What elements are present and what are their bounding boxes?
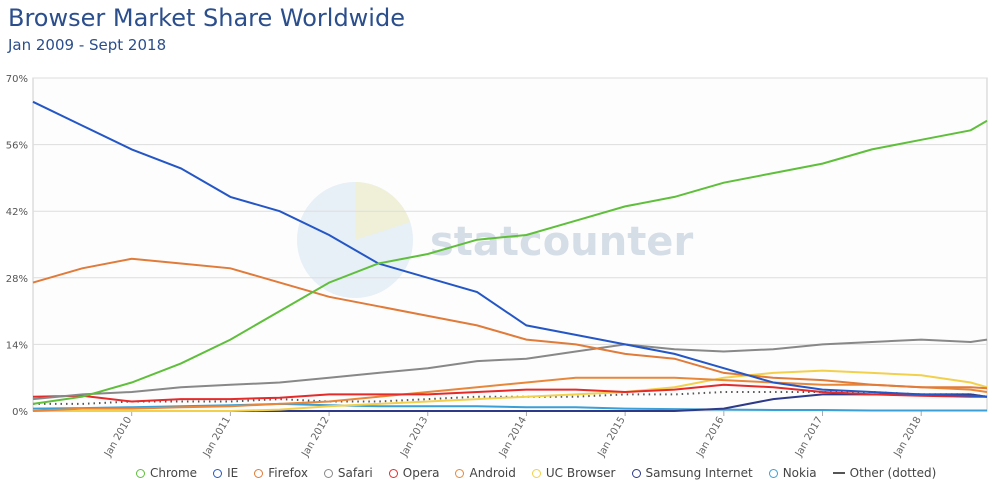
series-line-ie (32, 100, 988, 398)
legend-label: Opera (402, 466, 440, 480)
chart-title: Browser Market Share Worldwide (8, 4, 405, 32)
legend-label: UC Browser (545, 466, 616, 480)
legend-marker-icon (768, 468, 778, 478)
chart-subtitle: Jan 2009 - Sept 2018 (8, 36, 167, 54)
series-line-opera (32, 383, 987, 403)
legend-label: Android (469, 466, 516, 480)
legend-item[interactable]: IE (213, 466, 238, 480)
legend-item[interactable]: Android (455, 466, 516, 480)
y-tick-label: 0% (12, 407, 28, 418)
legend-marker-icon (136, 468, 145, 478)
legend-marker-icon (455, 468, 465, 478)
y-tick-label: 56% (6, 141, 28, 152)
x-tick-label: Jan 2014 (497, 415, 529, 460)
legend-label: Nokia (782, 466, 817, 480)
x-tick-label: Jan 2013 (398, 415, 430, 460)
x-tick-label: Jan 2012 (300, 415, 332, 460)
legend-label: Safari (337, 466, 373, 480)
legend-item[interactable]: Nokia (768, 466, 817, 480)
legend-item[interactable]: Other (dotted) (832, 466, 937, 480)
legend-label: Samsung Internet (645, 466, 753, 480)
y-tick-label: 42% (6, 207, 28, 218)
legend-label: Firefox (268, 466, 308, 480)
legend-item[interactable]: UC Browser (531, 466, 616, 480)
plot-area (32, 77, 988, 412)
legend-item[interactable]: Firefox (254, 466, 308, 480)
y-tick-label: 14% (6, 340, 28, 351)
x-tick-label: Jan 2018 (892, 415, 924, 460)
series-line-safari (32, 338, 988, 401)
legend-item[interactable]: Opera (388, 466, 440, 480)
series-line-android (32, 376, 988, 412)
legend-label: IE (227, 466, 239, 480)
series-line-chrome (32, 119, 988, 405)
x-tick-label: Jan 2015 (596, 415, 628, 460)
legend-marker-icon (531, 468, 541, 478)
x-tick-label: Jan 2011 (201, 415, 233, 460)
series-line-firefox (32, 257, 988, 390)
watermark-text: statcounter (430, 219, 693, 265)
legend-item[interactable]: Chrome (136, 466, 197, 480)
legend-marker-icon (213, 468, 223, 478)
x-tick-label: Jan 2016 (694, 415, 726, 460)
legend-marker-icon (323, 468, 333, 478)
series-line-uc-browser (33, 369, 988, 412)
x-tick-label: Jan 2010 (102, 415, 134, 460)
legend-marker-icon (631, 468, 641, 478)
legend-marker-icon (254, 468, 264, 478)
legend-label: Other (dotted) (849, 466, 937, 480)
x-tick-label: Jan 2017 (793, 415, 825, 460)
y-tick-label: 70% (6, 74, 28, 85)
legend: Chrome IE Firefox Safari Opera Android UC Brow… (136, 466, 936, 480)
legend-marker-icon (388, 468, 398, 478)
legend-marker-icon (832, 472, 845, 474)
legend-item[interactable]: Safari (323, 466, 373, 480)
legend-label: Chrome (150, 466, 198, 480)
y-tick-label: 28% (6, 274, 28, 285)
legend-item[interactable]: Samsung Internet (631, 466, 753, 480)
